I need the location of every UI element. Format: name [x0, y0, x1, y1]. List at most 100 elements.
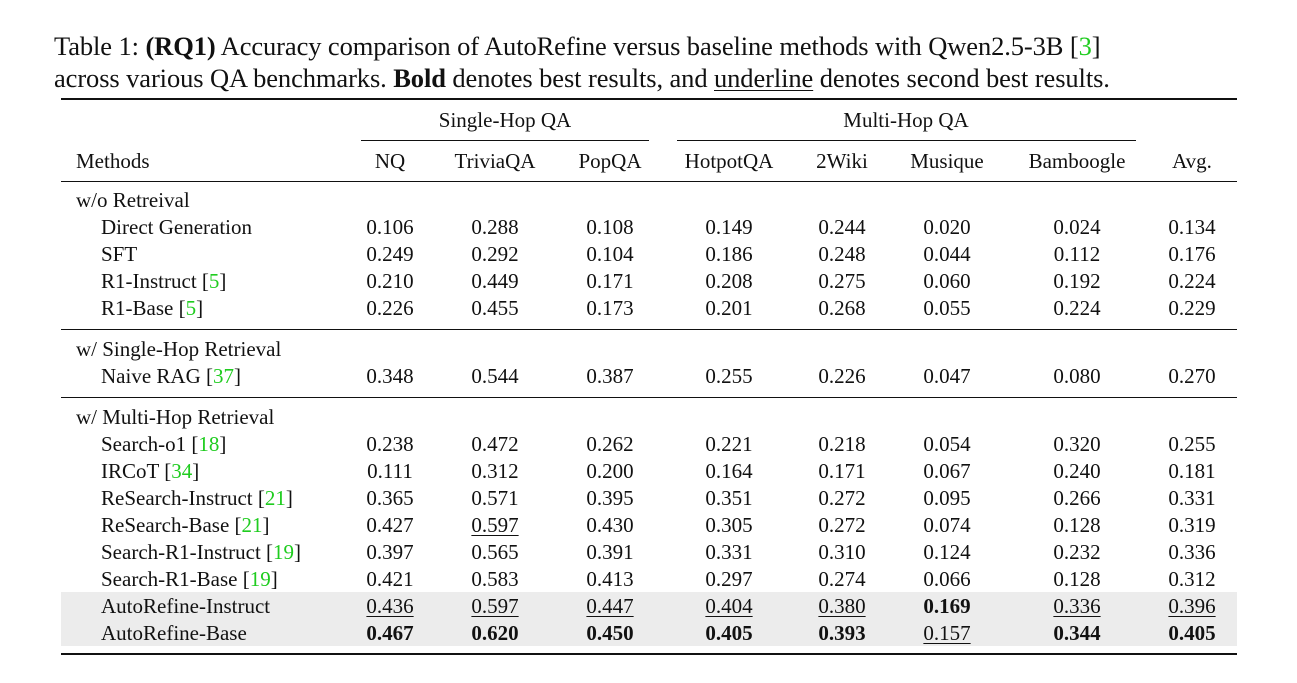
table-cell: 0.331: [705, 540, 753, 564]
table-cell: 0.169: [923, 594, 971, 618]
method-label: IRCoT: [101, 459, 159, 483]
method-name: SFT: [101, 242, 137, 267]
table-cell: 0.405: [705, 621, 753, 645]
table-cell: 0.020: [923, 215, 971, 239]
table-cell: 0.229: [1168, 296, 1216, 320]
table-cell: 0.447: [586, 594, 634, 618]
highlight-row-bg: [61, 592, 1237, 619]
table-cell: 0.128: [1053, 567, 1101, 591]
table-cell: 0.262: [586, 432, 634, 456]
citation-link[interactable]: 21: [241, 513, 263, 537]
table-cell: 0.393: [818, 621, 866, 645]
table-cell: 0.134: [1168, 215, 1216, 239]
table-cell: 0.397: [366, 540, 414, 564]
group-rule-2: [61, 397, 1237, 398]
table-cell: 0.255: [705, 364, 753, 388]
caption-label: Table 1:: [54, 31, 139, 61]
table-cell: 0.472: [471, 432, 519, 456]
caption-underline-word: underline: [714, 63, 814, 93]
table-cell: 0.104: [586, 242, 634, 266]
citation-link[interactable]: 3: [1078, 31, 1092, 61]
table-cell: 0.238: [366, 432, 414, 456]
bottom-rule: [61, 653, 1237, 655]
method-label: SFT: [101, 242, 138, 266]
column-header-hotpotqa: HotpotQA: [684, 149, 774, 173]
caption-rq: (RQ1): [145, 31, 216, 61]
method-label: Direct Generation: [101, 215, 253, 239]
caption-text-1: Accuracy comparison of AutoRefine versus…: [215, 31, 1079, 61]
table-cell: 0.047: [923, 364, 971, 388]
table-cell: 0.395: [586, 486, 634, 510]
table-cell: 0.387: [586, 364, 634, 388]
caption-line-2: across various QA benchmarks. Bold denot…: [54, 62, 1244, 94]
table-cell: 0.149: [705, 215, 753, 239]
citation-link[interactable]: 37: [212, 364, 234, 388]
citation-link[interactable]: 5: [208, 269, 220, 293]
citation-link[interactable]: 21: [264, 486, 286, 510]
header-methods: Methods: [76, 149, 150, 173]
method-label: R1-Instruct: [101, 269, 197, 293]
single-hop-cmidrule: [361, 140, 649, 141]
caption-line-1: Table 1: (RQ1) Accuracy comparison of Au…: [54, 30, 1244, 62]
table-cell: 0.248: [818, 242, 866, 266]
method-name: Search-R1-Instruct [19]: [101, 540, 302, 564]
table-cell: 0.320: [1053, 432, 1101, 456]
table-cell: 0.210: [366, 269, 414, 293]
table-cell: 0.380: [818, 594, 866, 618]
top-rule: [61, 98, 1237, 100]
table-cell: 0.060: [923, 269, 971, 293]
table-cell: 0.095: [923, 486, 971, 510]
table-cell: 0.208: [705, 269, 753, 293]
table-cell: 0.186: [705, 242, 753, 266]
citation-link[interactable]: 5: [185, 296, 197, 320]
column-header-2wiki: 2Wiki: [816, 149, 868, 173]
table-cell: 0.450: [586, 621, 634, 645]
column-header-triviaqa: TriviaQA: [454, 149, 536, 173]
table-cell: 0.583: [471, 567, 519, 591]
citation-link[interactable]: 19: [249, 567, 271, 591]
table-cell: 0.270: [1168, 364, 1216, 388]
table-cell: 0.467: [366, 621, 414, 645]
table-cell: 0.224: [1053, 296, 1101, 320]
table-cell: 0.176: [1168, 242, 1216, 266]
table-cell: 0.565: [471, 540, 519, 564]
table-cell: 0.066: [923, 567, 971, 591]
table-cell: 0.074: [923, 513, 971, 537]
method-name: ReSearch-Base [21]: [101, 513, 270, 537]
table-cell: 0.232: [1053, 540, 1101, 564]
table-cell: 0.305: [705, 513, 753, 537]
table-cell: 0.396: [1168, 594, 1216, 618]
group-rule-1: [61, 329, 1237, 330]
table-cell: 0.272: [818, 486, 866, 510]
table-cell: 0.218: [818, 432, 866, 456]
citation-link[interactable]: 19: [273, 540, 295, 564]
table-cell: 0.171: [818, 459, 866, 483]
table-cell: 0.054: [923, 432, 971, 456]
table-cell: 0.274: [818, 567, 866, 591]
table-cell: 0.297: [705, 567, 753, 591]
method-name: Naive RAG [37]: [101, 364, 241, 388]
group-label: w/o Retreival: [76, 188, 190, 212]
table-cell: 0.221: [705, 432, 753, 456]
caption-bracket: ]: [1091, 31, 1101, 61]
table-cell: 0.044: [923, 242, 971, 266]
table-cell: 0.404: [705, 594, 753, 618]
column-header-avg: Avg.: [1172, 149, 1212, 173]
method-name: Search-R1-Base [19]: [101, 567, 278, 591]
table-cell: 0.344: [1053, 621, 1101, 645]
table-cell: 0.620: [471, 621, 519, 645]
group-label: w/ Multi-Hop Retrieval: [76, 405, 275, 429]
table-cell: 0.171: [586, 269, 634, 293]
caption-bold-word: Bold: [393, 63, 446, 93]
table-cell: 0.544: [471, 364, 519, 388]
table-cell: 0.413: [586, 567, 634, 591]
highlight-row-bg: [61, 619, 1237, 646]
table-cell: 0.272: [818, 513, 866, 537]
citation-link[interactable]: 34: [171, 459, 193, 483]
citation-link[interactable]: 18: [198, 432, 220, 456]
caption-text-2b: denotes best results, and: [445, 63, 714, 93]
table-cell: 0.080: [1053, 364, 1101, 388]
table-cell: 0.288: [471, 215, 519, 239]
method-label: AutoRefine-Instruct: [101, 594, 271, 618]
